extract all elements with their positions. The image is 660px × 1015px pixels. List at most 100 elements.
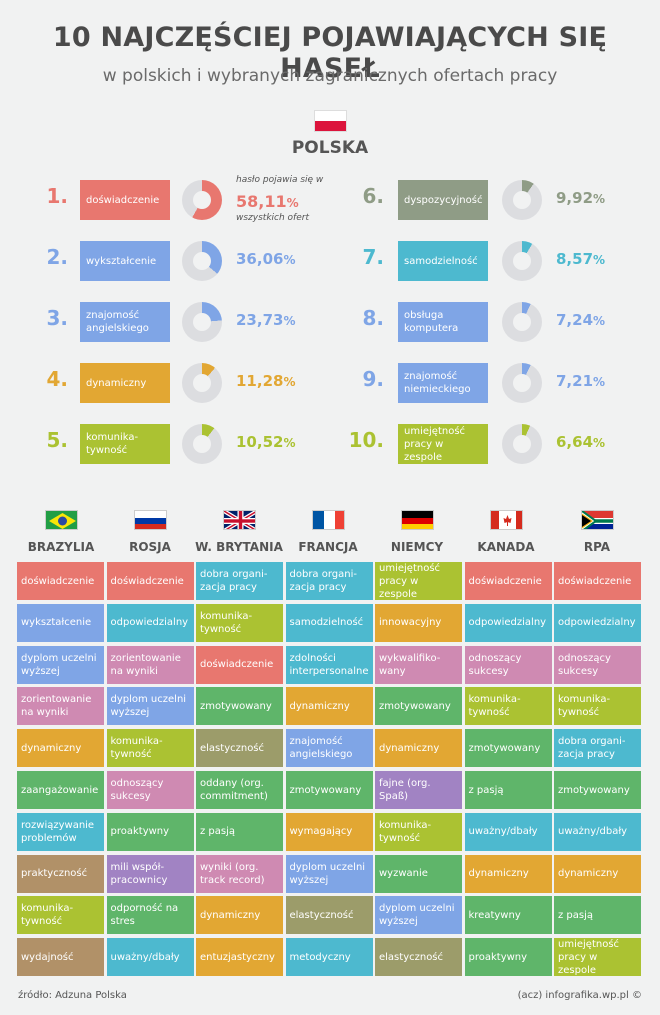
france-flag bbox=[312, 510, 345, 530]
keyword-cell: fajne (org. Spaß) bbox=[375, 771, 462, 809]
keyword-cell: zorientowanie na wyniki bbox=[106, 645, 194, 684]
rank-item: 7. samodzielność 8,57% bbox=[340, 241, 640, 281]
rank-percent-value: 36,06 bbox=[236, 250, 284, 268]
keyword-cell: dynamiczny bbox=[554, 854, 641, 893]
rank-percent-sign: % bbox=[593, 192, 606, 206]
rank-percent-value: 8,57 bbox=[556, 250, 594, 268]
keyword-cell: z pasją bbox=[464, 771, 552, 809]
rank-donut-chart bbox=[502, 424, 542, 464]
rank-number: 4. bbox=[46, 367, 68, 391]
country-heading-poland: POLSKA bbox=[291, 138, 369, 158]
keyword-cell: z pasją bbox=[554, 896, 641, 935]
keyword-cell: odnoszący sukcesy bbox=[106, 771, 194, 809]
russia-flag bbox=[134, 510, 167, 530]
keyword-cell: odnoszący sukcesy bbox=[554, 645, 641, 684]
keyword-cell: komunika-tywność bbox=[375, 812, 462, 851]
rank-percent: 23,73% bbox=[236, 311, 295, 329]
rank-number: 5. bbox=[46, 428, 68, 452]
keyword-cell: odporność na stres bbox=[106, 896, 194, 935]
note-top: hasło pojawia się w bbox=[236, 175, 324, 185]
rank-percent: 8,57% bbox=[556, 250, 605, 268]
keyword-cell: wykwalifiko-wany bbox=[375, 645, 462, 684]
keyword-cell: dynamiczny bbox=[285, 687, 373, 726]
rank-percent: 36,06% bbox=[236, 250, 295, 268]
rank-item: 2. wykształcenie 36,06% bbox=[36, 241, 336, 281]
keyword-cell: wykształcenie bbox=[17, 603, 104, 642]
rank-percent-sign: % bbox=[283, 253, 296, 267]
keyword-cell: zmotywowany bbox=[285, 771, 373, 809]
brazil-flag bbox=[45, 510, 78, 530]
keyword-cell: odnoszący sukcesy bbox=[464, 645, 552, 684]
keyword-cell: uważny/dbały bbox=[554, 812, 641, 851]
rank-label: umiejętność pracy w zespole bbox=[398, 424, 488, 464]
rank-donut-chart bbox=[502, 241, 542, 281]
keyword-cell: z pasją bbox=[196, 812, 283, 851]
keyword-cell: innowacyjny bbox=[375, 603, 462, 642]
rank-label: komunika-tywność bbox=[80, 424, 170, 464]
keyword-cell: samodzielność bbox=[285, 603, 373, 642]
rank-percent: 7,24% bbox=[556, 311, 605, 329]
rank-number: 2. bbox=[46, 245, 68, 269]
keyword-cell: odpowiedzialny bbox=[554, 603, 641, 642]
note-bottom: wszystkich ofert bbox=[236, 213, 309, 223]
keyword-cell: entuzjastyczny bbox=[196, 938, 283, 977]
keyword-cell: doświadczenie bbox=[554, 562, 641, 600]
rank-percent-sign: % bbox=[593, 375, 606, 389]
keyword-cell: dynamiczny bbox=[17, 729, 104, 768]
source-note: źródło: Adzuna Polska bbox=[18, 990, 127, 1001]
rank-label: znajomość niemieckiego bbox=[398, 363, 488, 403]
keyword-cell: dyplom uczelni wyższej bbox=[17, 645, 104, 684]
keyword-cell: odpowiedzialny bbox=[106, 603, 194, 642]
rank-percent-value: 58,11 bbox=[236, 192, 287, 211]
rank-item: 5. komunika-tywność 10,52% bbox=[36, 424, 336, 464]
country-name: W. BRYTANIA bbox=[195, 540, 283, 554]
rank-percent: 6,64% bbox=[556, 433, 605, 451]
keyword-cell: dyplom uczelni wyższej bbox=[106, 687, 194, 726]
rank-percent-sign: % bbox=[593, 314, 606, 328]
rank-item: 4. dynamiczny 11,28% bbox=[36, 363, 336, 403]
rank-item: 6. dyspozycyjność 9,92% bbox=[340, 180, 640, 220]
keyword-cell: oddany (org. commitment) bbox=[196, 771, 283, 809]
keyword-cell: komunika-tywność bbox=[106, 729, 194, 768]
uk-flag bbox=[223, 510, 256, 530]
country-name: KANADA bbox=[477, 540, 535, 554]
rank-label: dyspozycyjność bbox=[398, 180, 488, 220]
keyword-cell: zmotywowany bbox=[464, 729, 552, 768]
keyword-cell: komunika-tywność bbox=[196, 603, 283, 642]
rank-percent-value: 7,21 bbox=[556, 372, 594, 390]
country-name: FRANCJA bbox=[298, 540, 358, 554]
keyword-cell: uważny/dbały bbox=[106, 938, 194, 977]
rank-item: 9. znajomość niemieckiego 7,21% bbox=[340, 363, 640, 403]
rank-number: 3. bbox=[46, 306, 68, 330]
keyword-cell: doświadczenie bbox=[17, 562, 104, 600]
rank-percent: 10,52% bbox=[236, 433, 295, 451]
keyword-cell: wymagający bbox=[285, 812, 373, 851]
page-title: 10 NAJCZĘŚCIEJ POJAWIAJĄCYCH SIĘ HASEŁ bbox=[52, 22, 608, 84]
rank-percent-sign: % bbox=[593, 253, 606, 267]
rank-label: dynamiczny bbox=[80, 363, 170, 403]
keyword-cell: wyniki (org. track record) bbox=[196, 854, 283, 893]
rank-number: 6. bbox=[362, 184, 384, 208]
keyword-cell: doświadczenie bbox=[196, 645, 283, 684]
page-subtitle: w polskich i wybranych zagranicznych ofe… bbox=[102, 66, 558, 86]
rank-donut-chart bbox=[502, 180, 542, 220]
keyword-cell: elastyczność bbox=[285, 896, 373, 935]
credit-note: (acz) infografika.wp.pl © bbox=[517, 990, 642, 1001]
rank-percent-value: 23,73 bbox=[236, 311, 284, 329]
rank-percent: 9,92% bbox=[556, 189, 605, 207]
rank-percent-value: 7,24 bbox=[556, 311, 594, 329]
keyword-cell: zmotywowany bbox=[554, 771, 641, 809]
rank-percent-value: 10,52 bbox=[236, 433, 284, 451]
rank-donut-chart bbox=[502, 363, 542, 403]
keyword-cell: komunika-tywność bbox=[554, 687, 641, 726]
keyword-cell: wydajność bbox=[17, 938, 104, 977]
rank-donut-chart bbox=[502, 302, 542, 342]
rank-item: 8. obsługa komputera 7,24% bbox=[340, 302, 640, 342]
keyword-cell: doświadczenie bbox=[464, 562, 552, 600]
keyword-cell: dynamiczny bbox=[196, 896, 283, 935]
rank-percent-sign: % bbox=[283, 436, 296, 450]
keyword-cell: proaktywny bbox=[106, 812, 194, 851]
rank-item: 1. doświadczenie 58,11% hasło pojawia się w… bbox=[36, 175, 336, 223]
rank-donut-chart bbox=[182, 180, 222, 220]
keyword-cell: dobra organi-zacja pracy bbox=[196, 562, 283, 600]
